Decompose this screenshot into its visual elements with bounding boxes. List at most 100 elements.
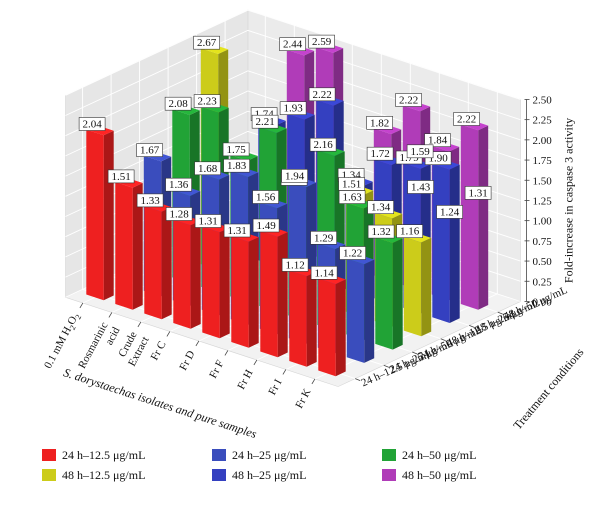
data-label: 2.67 xyxy=(193,35,220,50)
data-label-box xyxy=(395,93,422,107)
data-label: 1.94 xyxy=(281,169,308,183)
data-label: 2.22 xyxy=(395,93,422,107)
legend-swatch xyxy=(382,469,396,481)
z-tick-label: 2.50 xyxy=(533,94,553,106)
data-label: 1.12 xyxy=(281,258,309,272)
data-label-text: 1.31 xyxy=(198,216,217,228)
data-label: 1.32 xyxy=(367,224,395,239)
bar-side xyxy=(306,271,317,367)
legend-item: 24 h–50 μg/mL xyxy=(382,448,476,463)
data-label-box xyxy=(366,146,394,161)
data-label: 1.29 xyxy=(310,231,337,245)
z-tick-label: 0.25 xyxy=(533,276,553,288)
z-tick-label: 1.75 xyxy=(533,155,553,167)
data-label-box xyxy=(164,96,192,111)
data-label-text: 2.22 xyxy=(312,89,331,101)
x-tick xyxy=(79,302,84,309)
y-tick xyxy=(497,311,503,315)
x-tick-label: Fr K xyxy=(293,387,313,411)
bar-side xyxy=(161,207,172,320)
data-label-text: 1.43 xyxy=(411,182,431,194)
z-tick-label: 2.00 xyxy=(533,135,553,147)
data-label: 1.68 xyxy=(194,161,221,176)
data-label-text: 1.31 xyxy=(227,225,246,237)
data-label-box xyxy=(252,218,280,233)
bar-side xyxy=(478,125,489,310)
data-label-text: 1.56 xyxy=(256,192,276,204)
data-label-box xyxy=(308,34,335,49)
data-label-box xyxy=(194,214,222,228)
bar-front xyxy=(346,258,365,363)
data-label-box xyxy=(367,200,394,214)
bar-side xyxy=(132,183,143,310)
data-label-box xyxy=(223,158,250,173)
bar-front xyxy=(202,226,220,339)
data-label: 1.84 xyxy=(424,133,451,147)
data-label-text: 1.16 xyxy=(400,226,420,238)
data-label-text: 2.08 xyxy=(168,98,188,110)
z-tick-label: 0.75 xyxy=(533,236,553,248)
x-tick xyxy=(311,378,316,385)
data-label: 1.33 xyxy=(136,193,164,208)
data-label-box xyxy=(281,169,308,183)
data-labels: 2.44 2.591.822.221.842.221.74 1.932.221.34… xyxy=(78,34,492,280)
data-label-box xyxy=(78,117,106,131)
bar-front xyxy=(432,163,450,323)
data-label-box xyxy=(396,224,423,238)
bar-1-8 xyxy=(346,253,375,363)
x-axis-title: S. dorystaechas isolates and pure sample… xyxy=(62,365,259,440)
data-label: 1.56 xyxy=(252,190,279,204)
legend-swatch xyxy=(212,449,226,461)
data-label-text: 2.22 xyxy=(399,95,418,107)
data-label: 1.24 xyxy=(436,205,463,219)
z-gridline xyxy=(65,9,521,100)
bar-side xyxy=(449,164,460,323)
x-tick xyxy=(137,321,142,328)
bar-side xyxy=(190,220,201,329)
x-gridline xyxy=(314,91,498,380)
x-tick xyxy=(108,312,113,318)
z-tick-label: 0.50 xyxy=(533,256,553,268)
x-tick xyxy=(282,369,287,375)
legend-item: 48 h–25 μg/mL xyxy=(212,468,306,483)
data-label-text: 1.51 xyxy=(111,171,130,183)
bar-front xyxy=(460,124,479,310)
bar-front xyxy=(231,236,249,348)
bar-side xyxy=(277,232,288,358)
data-label-box xyxy=(251,114,279,129)
y-tick xyxy=(355,378,361,381)
data-label-box xyxy=(453,112,480,126)
data-label-text: 1.63 xyxy=(342,192,362,204)
bar-0-6 xyxy=(260,226,288,358)
data-label-text: 1.68 xyxy=(198,163,218,175)
data-label-text: 2.44 xyxy=(283,39,303,51)
data-label-text: 1.84 xyxy=(428,135,448,147)
data-label-text: 1.82 xyxy=(370,117,389,129)
z-tick-label: 1.25 xyxy=(533,195,553,207)
x-tick-label: Fr F xyxy=(207,358,226,380)
data-label-text: 2.23 xyxy=(197,96,217,108)
data-label: 1.49 xyxy=(252,218,280,233)
bar-5-8 xyxy=(460,119,489,310)
bar-front xyxy=(86,129,104,301)
data-label: 2.22 xyxy=(308,87,336,102)
data-label-box xyxy=(339,246,366,260)
y-axis-title: Treatment conditions xyxy=(510,345,586,432)
data-label-text: 1.22 xyxy=(343,248,362,260)
y-tick xyxy=(440,338,446,342)
data-label-text: 1.34 xyxy=(371,202,391,214)
data-label-text: 1.51 xyxy=(342,179,361,191)
data-label: 1.16 xyxy=(396,224,423,238)
x-tick-label: Rosmarinic xyxy=(76,320,110,371)
data-label: 2.23 xyxy=(193,94,221,108)
z-tick-label: 0.00 xyxy=(533,296,553,308)
bar-4-8 xyxy=(432,159,460,323)
data-label-box xyxy=(406,144,434,159)
bar-front xyxy=(289,270,307,367)
data-label-box xyxy=(193,94,221,108)
data-label-box xyxy=(424,133,451,147)
data-label: 1.36 xyxy=(165,177,192,192)
bar-side xyxy=(392,238,403,350)
legend-swatch xyxy=(382,449,396,461)
legend-label: 24 h–25 μg/mL xyxy=(232,448,307,462)
